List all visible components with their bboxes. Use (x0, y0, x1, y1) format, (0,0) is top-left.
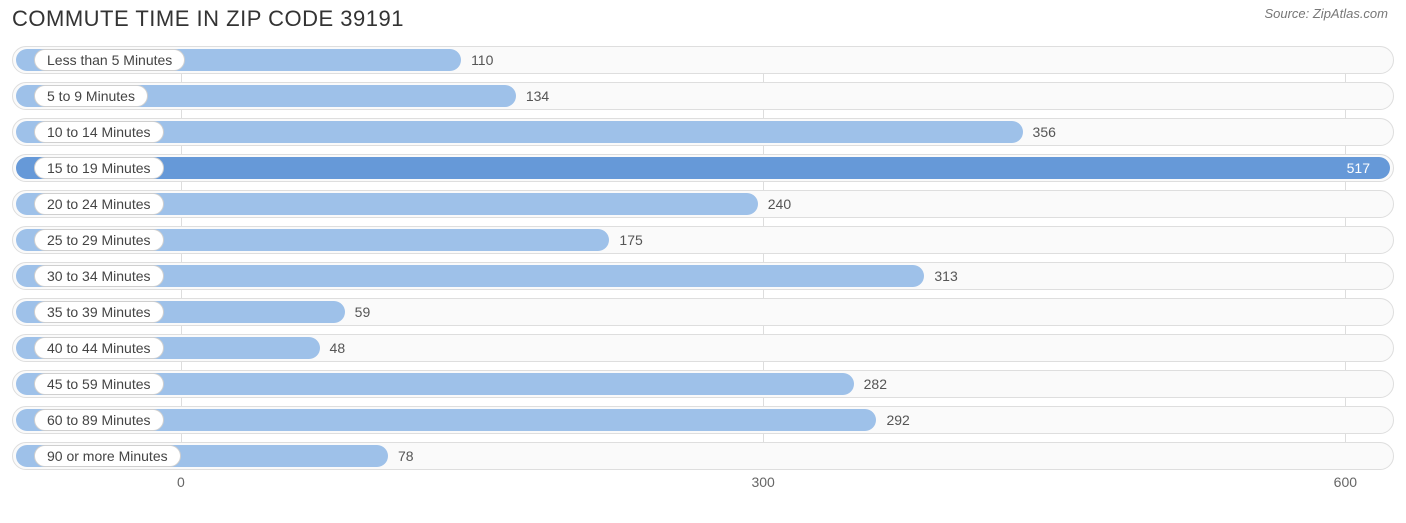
value-label: 282 (864, 370, 887, 398)
bar-row: 20 to 24 Minutes 240 (12, 190, 1394, 218)
category-pill: 40 to 44 Minutes (34, 337, 164, 359)
bar-row: 45 to 59 Minutes 282 (12, 370, 1394, 398)
bar-row: 40 to 44 Minutes 48 (12, 334, 1394, 362)
value-label: 313 (934, 262, 957, 290)
bar-row: Less than 5 Minutes 110 (12, 46, 1394, 74)
bar-row: 90 or more Minutes 78 (12, 442, 1394, 470)
value-label: 356 (1033, 118, 1056, 146)
bar-chart: Less than 5 Minutes 110 5 to 9 Minutes 134 1… (12, 46, 1394, 470)
category-pill: 25 to 29 Minutes (34, 229, 164, 251)
source-name: ZipAtlas.com (1313, 6, 1388, 21)
x-axis: 0 300 600 (12, 470, 1394, 498)
category-pill: 15 to 19 Minutes (34, 157, 164, 179)
x-axis-tick: 0 (177, 474, 185, 490)
bar (16, 157, 1390, 179)
source-prefix: Source: (1264, 6, 1312, 21)
category-pill: Less than 5 Minutes (34, 49, 185, 71)
bar-row: 5 to 9 Minutes 134 (12, 82, 1394, 110)
value-label: 134 (526, 82, 549, 110)
value-label: 175 (619, 226, 642, 254)
category-pill: 10 to 14 Minutes (34, 121, 164, 143)
chart-title: COMMUTE TIME IN ZIP CODE 39191 (12, 6, 404, 32)
bar-row: 15 to 19 Minutes 517 (12, 154, 1394, 182)
value-label: 240 (768, 190, 791, 218)
value-label: 48 (330, 334, 346, 362)
category-pill: 60 to 89 Minutes (34, 409, 164, 431)
category-pill: 45 to 59 Minutes (34, 373, 164, 395)
value-label: 110 (471, 46, 493, 74)
header: COMMUTE TIME IN ZIP CODE 39191 Source: Z… (0, 0, 1406, 32)
bar-row: 25 to 29 Minutes 175 (12, 226, 1394, 254)
x-axis-tick: 600 (1334, 474, 1357, 490)
source-attribution: Source: ZipAtlas.com (1264, 6, 1388, 21)
x-axis-tick: 300 (751, 474, 774, 490)
bar-row: 10 to 14 Minutes 356 (12, 118, 1394, 146)
bar-row: 35 to 39 Minutes 59 (12, 298, 1394, 326)
value-label: 59 (355, 298, 371, 326)
category-pill: 30 to 34 Minutes (34, 265, 164, 287)
category-pill: 20 to 24 Minutes (34, 193, 164, 215)
bar (16, 121, 1023, 143)
category-pill: 90 or more Minutes (34, 445, 181, 467)
value-label: 517 (1347, 154, 1370, 182)
category-pill: 35 to 39 Minutes (34, 301, 164, 323)
value-label: 78 (398, 442, 414, 470)
bar-row: 30 to 34 Minutes 313 (12, 262, 1394, 290)
bar-row: 60 to 89 Minutes 292 (12, 406, 1394, 434)
chart-container: COMMUTE TIME IN ZIP CODE 39191 Source: Z… (0, 0, 1406, 523)
category-pill: 5 to 9 Minutes (34, 85, 148, 107)
value-label: 292 (886, 406, 909, 434)
